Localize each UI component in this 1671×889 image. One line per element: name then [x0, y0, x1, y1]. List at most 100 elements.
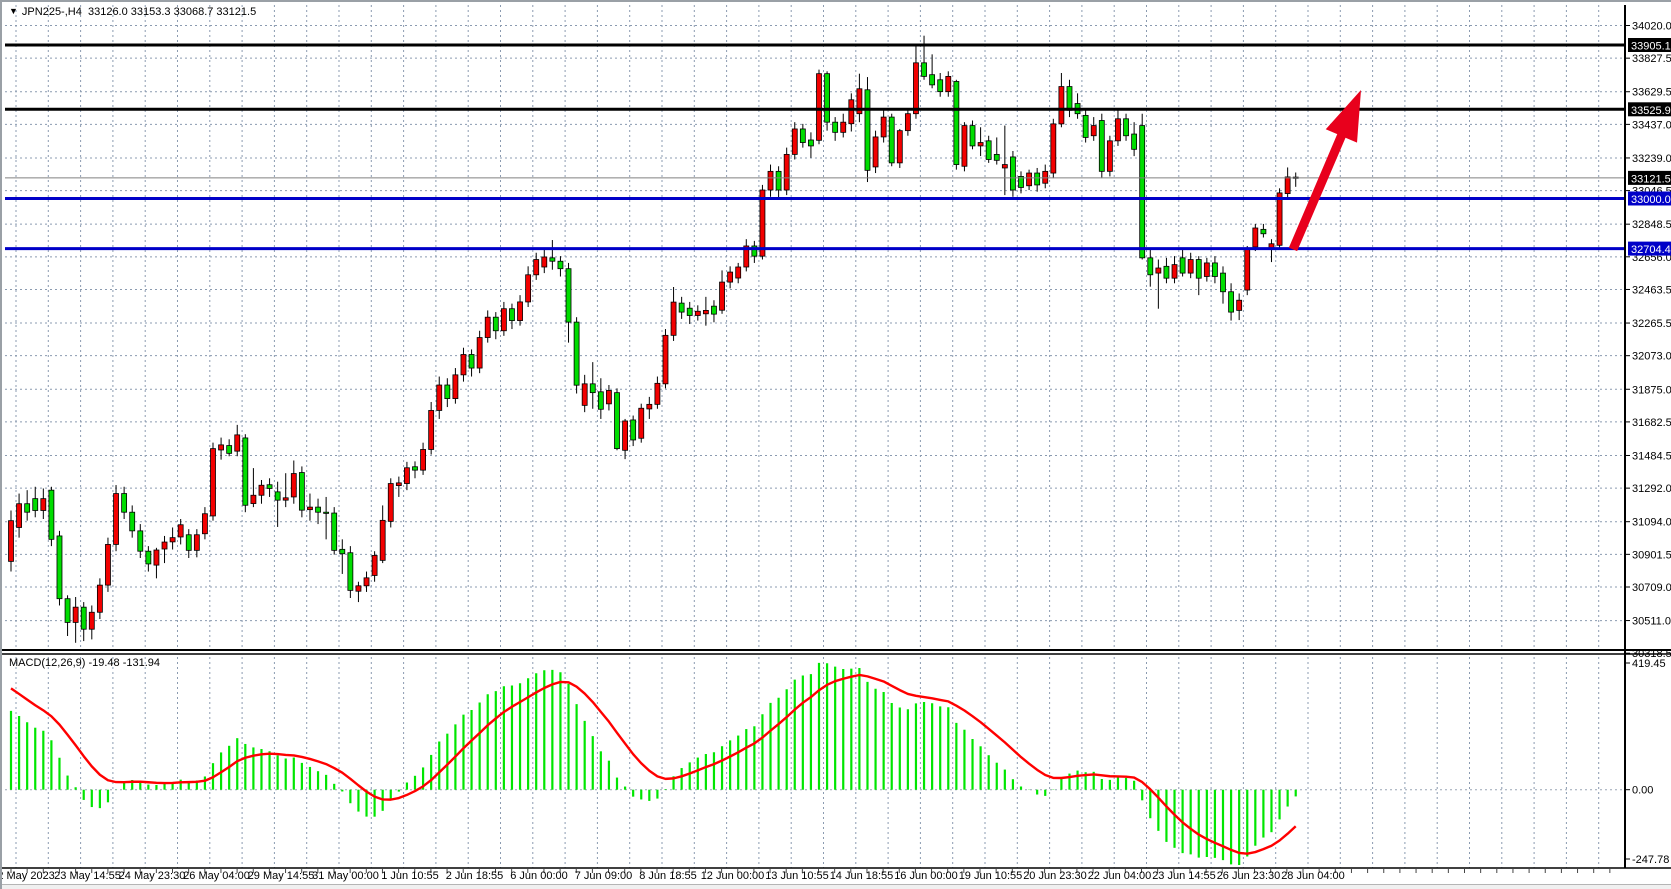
time-axis-label[interactable]: 7 Jun 09:00	[575, 870, 633, 882]
candle-body	[210, 448, 216, 517]
time-axis-label[interactable]: 8 Jun 18:55	[639, 870, 697, 882]
candle-body	[347, 552, 354, 591]
candle-body	[977, 142, 984, 147]
candle-body	[1228, 291, 1234, 313]
time-axis-label[interactable]: 1 Jun 10:55	[381, 870, 439, 882]
candle-body	[105, 544, 111, 586]
candle-body	[743, 245, 750, 268]
time-axis-label[interactable]: 13 Jun 10:55	[765, 870, 829, 882]
candle-body	[1115, 118, 1121, 142]
candle-body	[282, 497, 289, 501]
candle-body	[48, 489, 55, 540]
time-axis-label[interactable]: 28 Jun 04:00	[1281, 870, 1345, 882]
time-axis-label[interactable]: 6 Jun 00:00	[510, 870, 568, 882]
candle-body	[363, 577, 370, 587]
price-axis-label: 31094.0	[1632, 517, 1671, 529]
candle-body	[719, 281, 725, 311]
candle-body	[56, 535, 63, 600]
candle-body	[581, 383, 588, 406]
candle-body	[1212, 262, 1218, 277]
candle-body	[177, 524, 184, 538]
candle-body	[702, 310, 709, 315]
candle-body	[113, 493, 119, 545]
time-axis-label[interactable]: 19 Jun 10:55	[959, 870, 1023, 882]
macd-signal-line	[10, 673, 1297, 855]
candle-body	[597, 391, 604, 410]
time-axis-label[interactable]: 26 Jun 23:30	[1217, 870, 1281, 882]
candle-body	[557, 260, 564, 270]
price-level-badge	[1628, 241, 1671, 256]
time-axis-label[interactable]: 22 May 2023	[2, 870, 55, 882]
candle-body	[913, 62, 919, 115]
trend-arrow-annotation[interactable]	[1288, 89, 1361, 252]
candle-body	[234, 434, 241, 452]
candle-body	[24, 503, 31, 513]
candle-body	[799, 128, 806, 143]
candle-body	[371, 555, 378, 576]
candle-body	[331, 512, 338, 551]
candle-body	[387, 483, 394, 522]
candle-body	[945, 75, 952, 93]
price-axis-label: 33239.0	[1632, 153, 1671, 165]
candle-body	[1179, 257, 1186, 274]
candle-body	[218, 444, 224, 451]
candle-body	[856, 88, 863, 115]
macd-axis-label: 419.45	[1632, 658, 1666, 670]
candle-body	[500, 308, 507, 332]
price-axis-label: 34020.0	[1632, 21, 1671, 33]
candle-body	[840, 121, 847, 133]
macd-axis-label: 0.00	[1632, 785, 1653, 797]
candle-body	[606, 390, 612, 405]
time-axis-label[interactable]: 12 Jun 00:00	[701, 870, 765, 882]
candle-body	[832, 121, 839, 133]
time-axis-label[interactable]: 2 Jun 18:55	[446, 870, 504, 882]
candle-body	[1163, 265, 1170, 279]
candle-body	[468, 354, 475, 369]
time-axis-label[interactable]: 29 May 14:55	[248, 870, 315, 882]
candle-body	[436, 384, 443, 411]
candle-body	[824, 73, 830, 123]
candle-body	[258, 484, 265, 496]
time-axis-label[interactable]: 23 Jun 14:55	[1152, 870, 1216, 882]
time-axis-label[interactable]: 31 May 00:00	[312, 870, 379, 882]
candle-body	[290, 473, 297, 498]
candle-body	[185, 534, 192, 551]
candle-body	[670, 301, 677, 336]
candle-body	[169, 537, 176, 543]
candle-body	[339, 548, 346, 555]
candle-body	[961, 125, 968, 167]
time-axis-label[interactable]: 20 Jun 23:30	[1023, 870, 1087, 882]
time-axis-label[interactable]: 22 Jun 04:00	[1088, 870, 1152, 882]
price-axis-label: 30709.0	[1632, 582, 1671, 594]
candle-body	[355, 585, 362, 592]
candle-body	[969, 125, 976, 147]
time-axis-label[interactable]: 26 May 04:00	[183, 870, 250, 882]
time-axis-label[interactable]: 14 Jun 18:55	[830, 870, 894, 882]
price-level-badge-label: 33525.9	[1631, 105, 1671, 117]
candle-body	[1244, 248, 1251, 291]
candle-body	[791, 128, 798, 155]
candle-body	[662, 334, 669, 385]
time-axis-label[interactable]: 16 Jun 00:00	[894, 870, 958, 882]
time-axis-label[interactable]: 23 May 14:55	[54, 870, 121, 882]
candle-body	[751, 245, 758, 257]
price-level-badge	[1628, 170, 1671, 185]
price-axis-label: 30901.5	[1632, 549, 1671, 561]
candle-body	[904, 113, 911, 132]
candle-body	[64, 598, 71, 623]
candle-body	[8, 520, 14, 562]
candle-body	[937, 79, 944, 93]
candle-body	[307, 506, 313, 511]
time-axis-label[interactable]: 24 May 23:30	[119, 870, 186, 882]
candle-body	[88, 611, 95, 630]
macd-axis-label: -247.78	[1632, 854, 1669, 866]
candle-body	[32, 498, 39, 511]
price-axis-label: 31875.0	[1632, 384, 1671, 396]
candle-body	[1260, 228, 1267, 235]
candle-body	[315, 506, 321, 513]
price-axis-label: 30318.5	[1632, 648, 1671, 660]
candle-body	[727, 271, 734, 283]
candle-body	[808, 139, 814, 147]
